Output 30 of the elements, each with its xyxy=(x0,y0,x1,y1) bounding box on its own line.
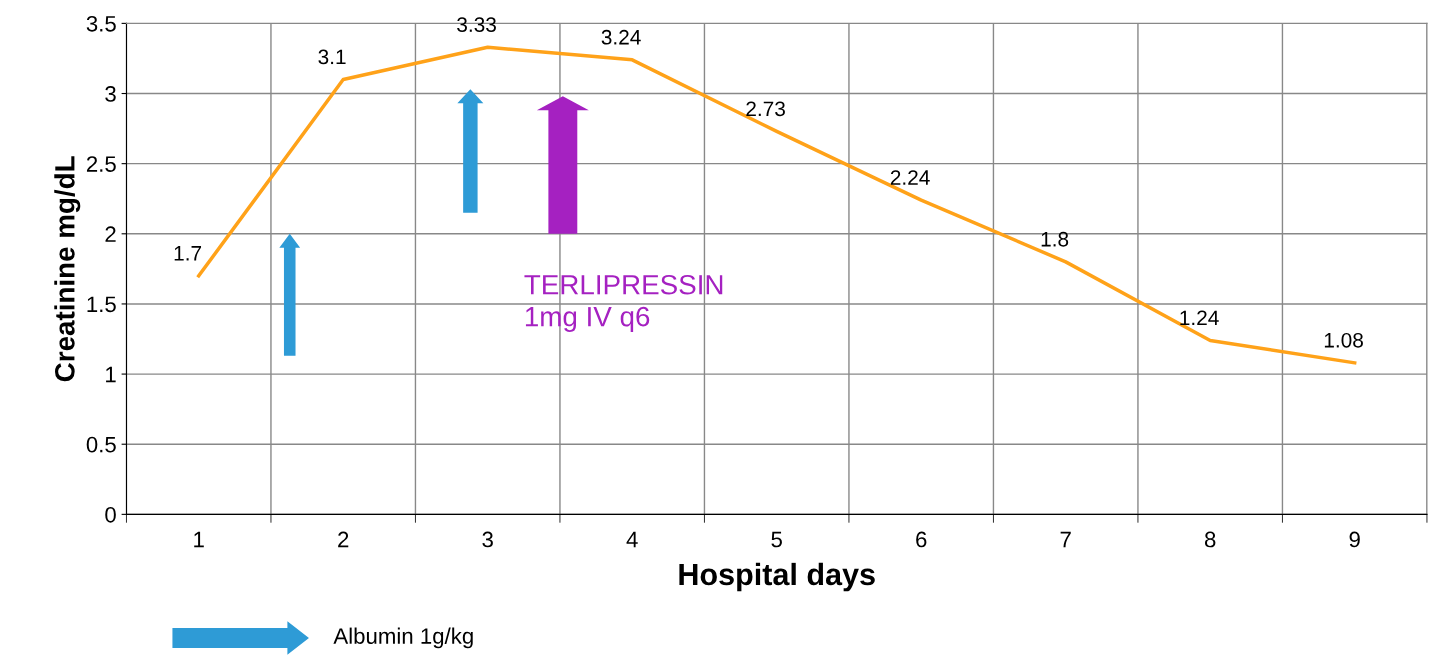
y-tick-label: 1.5 xyxy=(87,296,116,313)
data-label: 3.24 xyxy=(601,29,641,45)
annotation: TERLIPRESSIN 1mg IV q6 xyxy=(524,274,723,332)
x-tick-label: 7 xyxy=(1060,531,1071,548)
y-tick-label: 2.5 xyxy=(86,156,116,172)
y-tick-label: 1 xyxy=(106,366,116,383)
x-tick-label: 9 xyxy=(1349,531,1360,548)
y-axis-title: Creatinine mg/dL xyxy=(54,156,81,382)
y-tick-label: 2 xyxy=(105,226,116,242)
data-label: 1.24 xyxy=(1180,310,1219,325)
data-label: 3.33 xyxy=(457,17,496,32)
data-label: 1.7 xyxy=(174,246,202,261)
x-tick-label: 4 xyxy=(626,531,638,548)
x-tick-label: 5 xyxy=(771,531,782,548)
y-tick-label: 3 xyxy=(105,86,116,102)
y-tick-label: 0 xyxy=(105,506,116,523)
y-tick-label: 3.5 xyxy=(86,15,116,32)
x-tick-label: 8 xyxy=(1204,531,1216,548)
y-tick-label: 0.5 xyxy=(86,436,116,453)
x-tick-label: 2 xyxy=(338,531,349,548)
x-tick-label: 3 xyxy=(482,531,493,548)
x-tick-label: 6 xyxy=(916,531,927,548)
data-label: 1.08 xyxy=(1324,332,1363,348)
data-label: 3.1 xyxy=(318,49,346,65)
data-label: 1.8 xyxy=(1041,231,1069,247)
x-axis-title: Hospital days xyxy=(679,562,875,592)
text: Albumin 1g/kg xyxy=(333,627,473,649)
x-tick-label: 1 xyxy=(194,531,204,548)
data-label: 2.24 xyxy=(890,170,930,185)
data-label: 2.73 xyxy=(746,101,785,117)
